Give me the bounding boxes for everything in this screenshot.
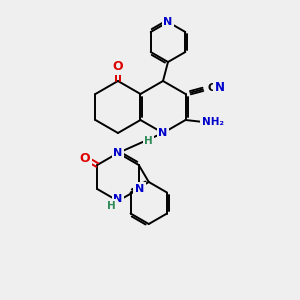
Text: N: N — [215, 81, 225, 94]
Text: C: C — [208, 83, 216, 93]
Text: O: O — [113, 61, 123, 74]
Text: N: N — [164, 17, 172, 27]
Text: H: H — [144, 136, 153, 146]
Text: N: N — [135, 184, 144, 194]
Text: O: O — [80, 152, 90, 164]
Text: H: H — [106, 201, 116, 211]
Text: N: N — [113, 148, 123, 158]
Text: N: N — [113, 194, 123, 204]
Text: N: N — [158, 128, 168, 138]
Text: NH₂: NH₂ — [202, 117, 224, 127]
